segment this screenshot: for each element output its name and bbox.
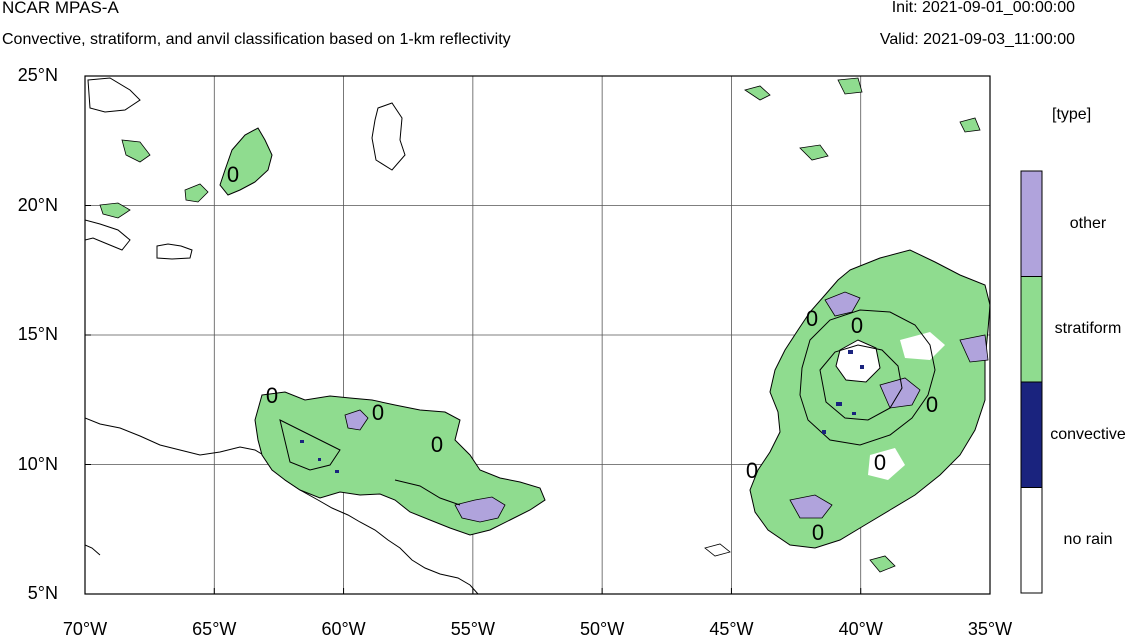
x-tick-label: 50°W xyxy=(580,619,625,639)
contour-zero-label: 0 xyxy=(746,458,758,483)
legend-label: no rain xyxy=(1063,531,1113,549)
precip-cluster-north xyxy=(87,77,406,219)
contour-zero-label: 0 xyxy=(806,306,818,331)
x-tick-label: 35°W xyxy=(967,619,1013,639)
x-tick-label: 65°W xyxy=(192,619,237,639)
legend-label: other xyxy=(1069,214,1107,232)
contour-zero-label: 0 xyxy=(812,520,824,545)
y-tick-label: 20°N xyxy=(17,194,58,215)
legend-label: stratiform xyxy=(1054,320,1122,338)
y-tick-label: 10°N xyxy=(17,453,58,474)
contour-zero-labels: 0 0 0 0 0 0 0 0 0 0 xyxy=(227,162,938,545)
legend-colorbar xyxy=(1020,170,1043,594)
contour-zero-label: 0 xyxy=(851,313,863,338)
x-tick-label: 45°W xyxy=(709,619,754,639)
map-subtitle: Convective, stratiform, and anvil classi… xyxy=(2,31,511,48)
x-tick-label: 55°W xyxy=(450,619,495,639)
y-tick-label: 15°N xyxy=(17,324,58,344)
contour-zero-label: 0 xyxy=(926,392,938,417)
legend-swatch xyxy=(1020,381,1043,488)
contour-zero-label: 0 xyxy=(874,450,886,475)
y-tick-label: 5°N xyxy=(27,583,58,603)
axis-ticks xyxy=(84,75,991,595)
y-tick-label: 25°N xyxy=(17,65,58,85)
init-time: Init: 2021-09-01_00:00:00 xyxy=(891,0,1075,16)
contour-zero-label: 0 xyxy=(372,400,384,425)
contour-zero-label: 0 xyxy=(227,162,239,187)
contour-zero-label: 0 xyxy=(266,383,278,408)
legend-swatch xyxy=(1020,487,1043,594)
legend-title: [type] xyxy=(1052,106,1092,123)
x-tick-label: 40°W xyxy=(838,619,883,639)
precip-hurricane xyxy=(704,77,990,573)
contour-zero-label: 0 xyxy=(431,432,443,457)
map-title: NCAR MPAS-A xyxy=(2,0,119,17)
precip-cluster-west xyxy=(254,391,546,536)
legend-label: convective xyxy=(1050,425,1126,443)
legend-swatch xyxy=(1020,170,1043,277)
legend-swatch xyxy=(1020,276,1043,383)
x-tick-label: 70°W xyxy=(62,619,108,639)
valid-time: Valid: 2021-09-03_11:00:00 xyxy=(879,31,1075,48)
x-tick-label: 60°W xyxy=(321,619,366,639)
